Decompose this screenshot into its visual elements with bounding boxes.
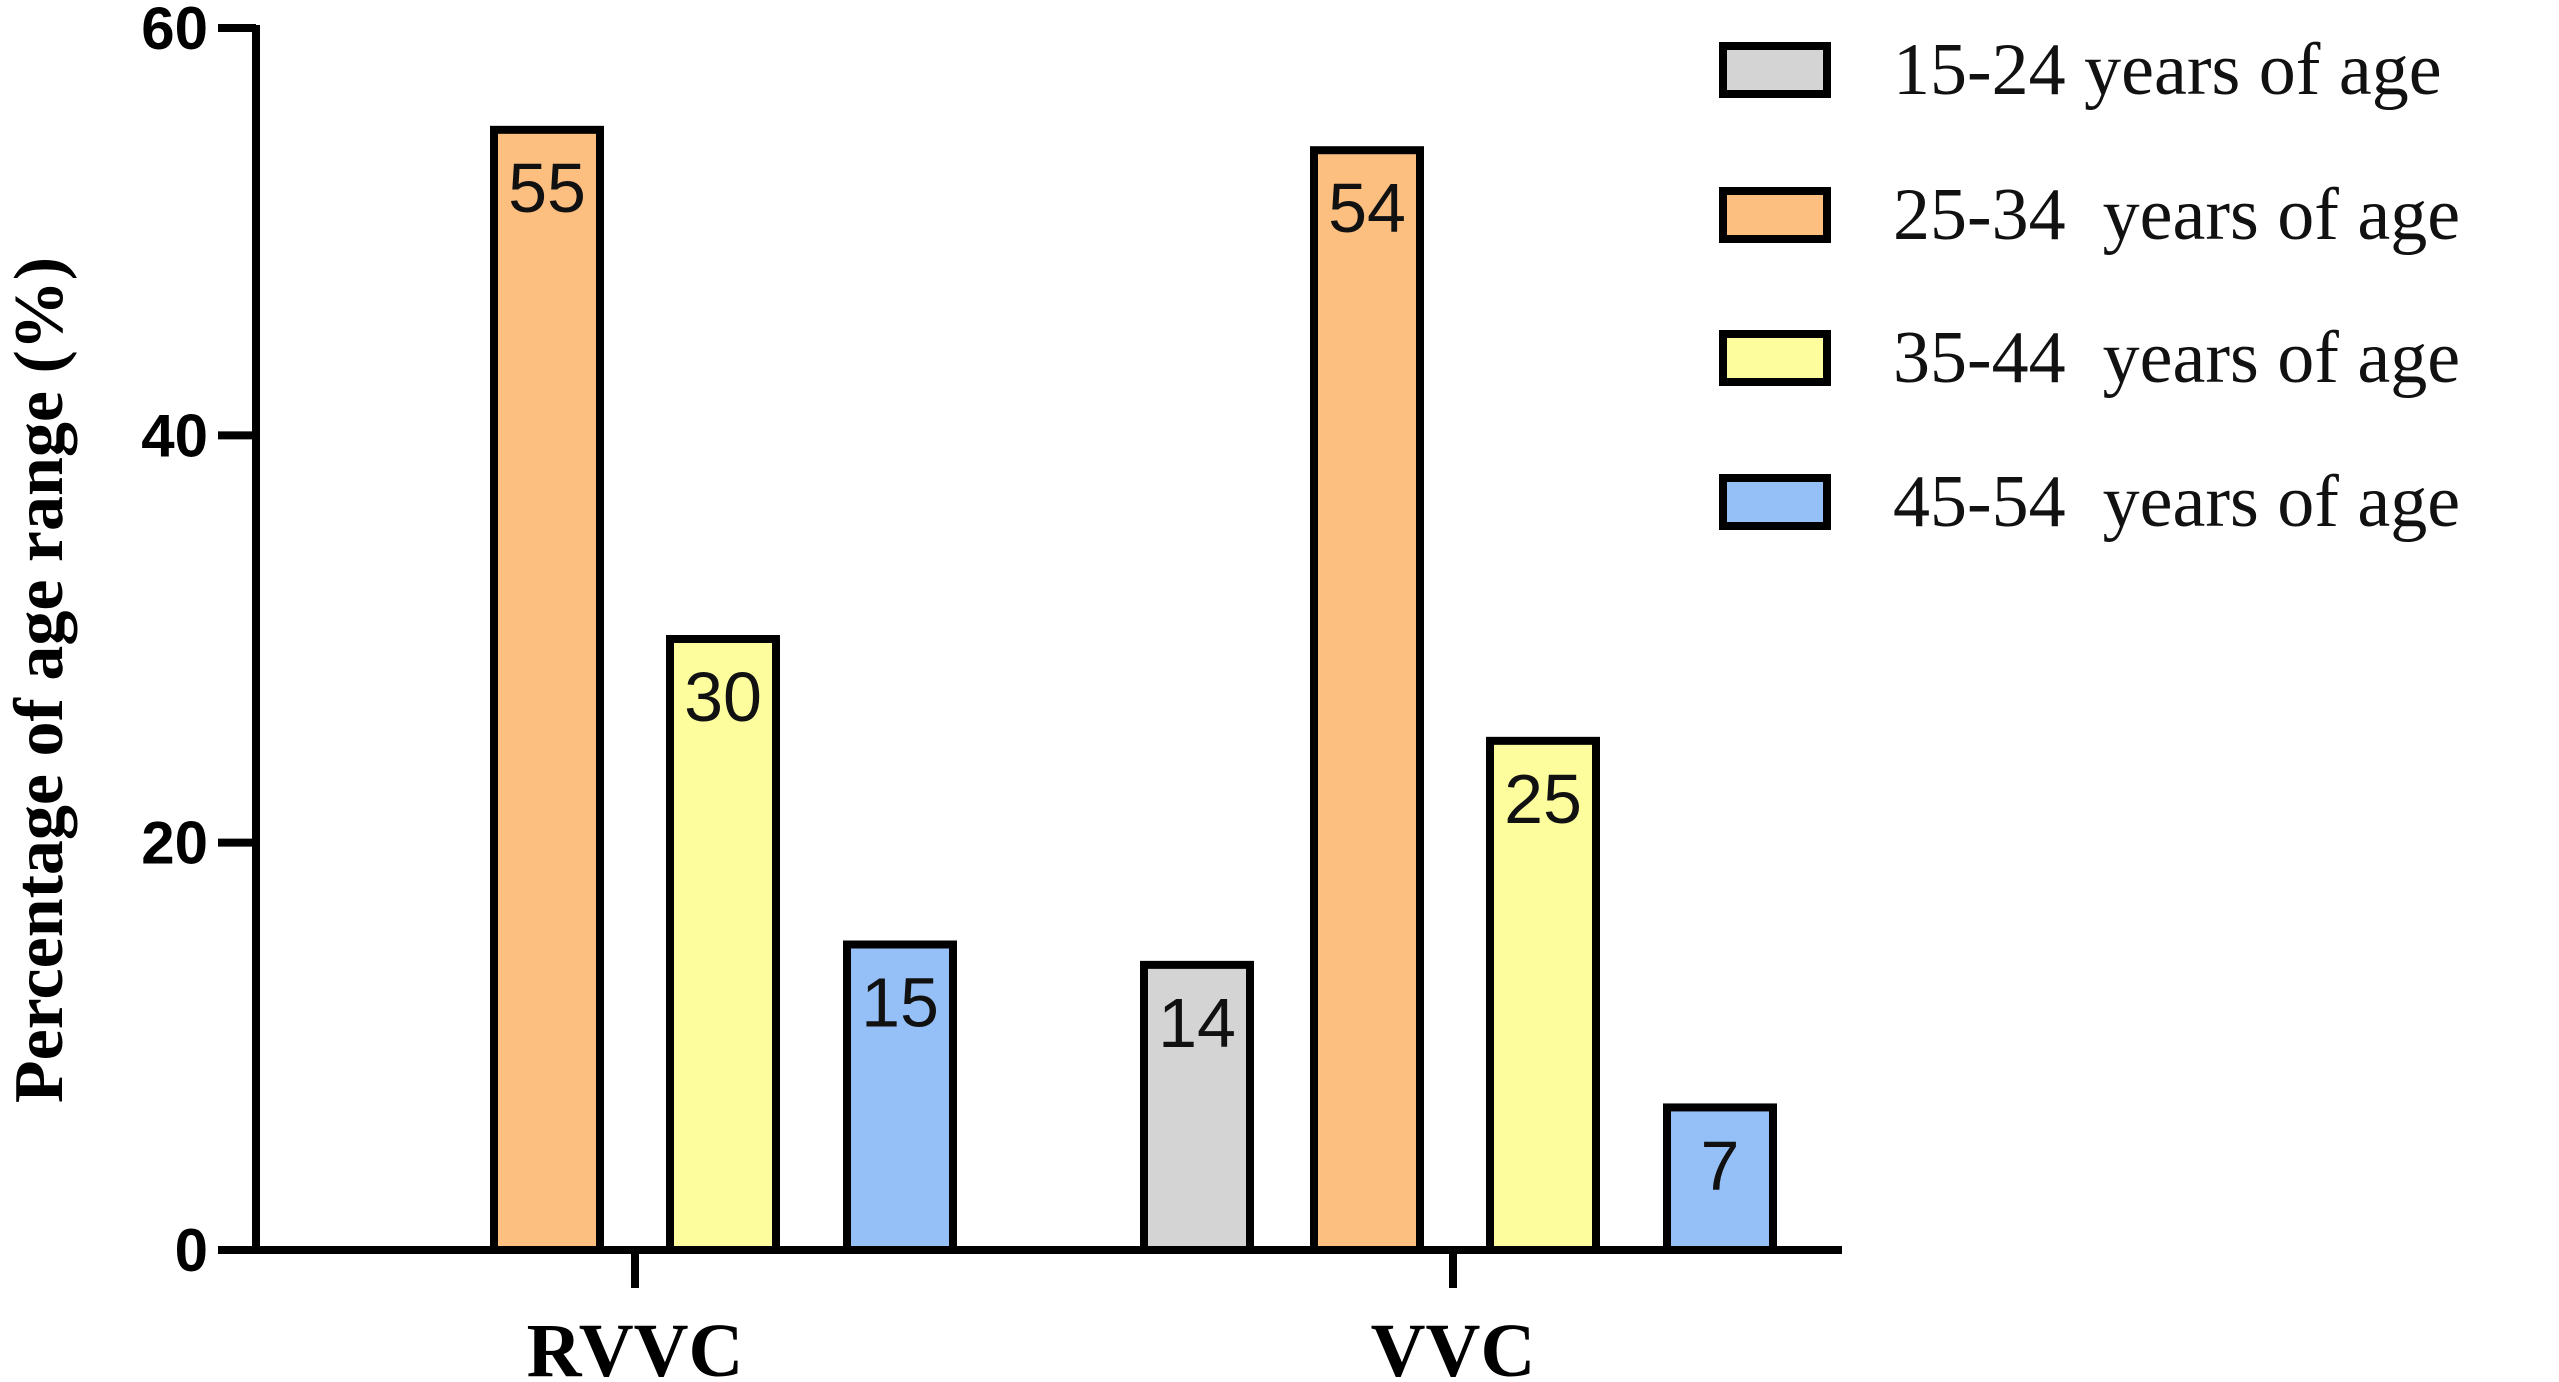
legend-entry: 15-24 years of age xyxy=(1893,29,2442,111)
legend: 15-24 years of age 25-34 years of age 35-4… xyxy=(1719,29,2460,543)
legend-swatch xyxy=(1719,187,1831,243)
data-label: 15 xyxy=(861,964,939,1042)
data-label: 14 xyxy=(1158,984,1236,1062)
legend-entry: 25-34 years of age xyxy=(1893,174,2460,256)
data-label: 25 xyxy=(1504,760,1582,838)
bar-rvvc-series-3 xyxy=(666,635,780,1254)
y-tick-label: 60 xyxy=(141,0,208,62)
bar-rvvc-series-4 xyxy=(843,940,957,1254)
bar-vvc-series-2 xyxy=(1310,146,1424,1255)
legend-entry: 45-54 years of age xyxy=(1893,461,2460,543)
y-tick-label: 0 xyxy=(175,1217,208,1284)
x-tick-label-rvvc: RVVC xyxy=(527,1309,744,1382)
legend-swatch xyxy=(1719,330,1831,386)
bar-vvc-series-1 xyxy=(1140,960,1254,1254)
y-axis-label: Percentage of age range (%) xyxy=(1,257,78,1103)
y-tick-label: 40 xyxy=(141,402,208,469)
x-tick-label-vvc: VVC xyxy=(1371,1309,1536,1382)
y-tick-label: 20 xyxy=(141,810,208,877)
legend-swatch xyxy=(1719,42,1831,98)
legend-entry: 35-44 years of age xyxy=(1893,317,2460,399)
data-label: 7 xyxy=(1701,1126,1740,1204)
legend-swatch xyxy=(1719,474,1831,530)
bar-vvc-series-4 xyxy=(1663,1103,1777,1255)
data-label: 30 xyxy=(684,658,762,736)
bars: 14 55 54 30 25 15 7 xyxy=(490,125,1777,1255)
bar-vvc-series-3 xyxy=(1486,736,1600,1254)
data-label: 55 xyxy=(508,149,586,227)
data-label: 54 xyxy=(1328,169,1406,247)
bar-rvvc-series-2 xyxy=(490,125,604,1254)
